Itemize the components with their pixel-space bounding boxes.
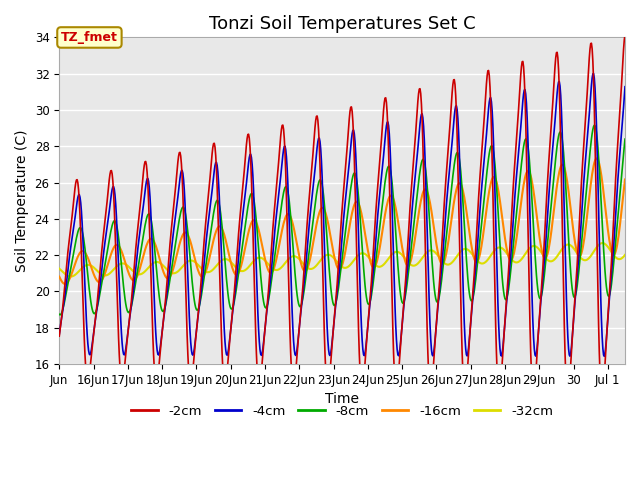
Text: TZ_fmet: TZ_fmet: [61, 31, 118, 44]
X-axis label: Time: Time: [325, 392, 359, 407]
Legend: -2cm, -4cm, -8cm, -16cm, -32cm: -2cm, -4cm, -8cm, -16cm, -32cm: [126, 399, 558, 423]
Title: Tonzi Soil Temperatures Set C: Tonzi Soil Temperatures Set C: [209, 15, 476, 33]
Y-axis label: Soil Temperature (C): Soil Temperature (C): [15, 130, 29, 272]
